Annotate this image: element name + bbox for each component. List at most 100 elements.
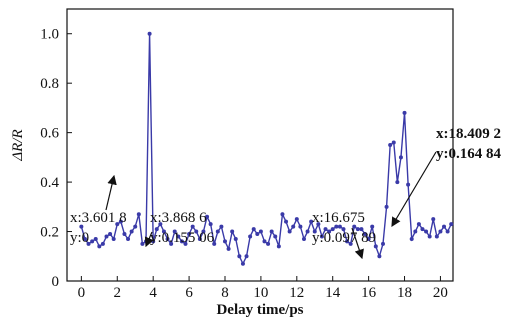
data-point <box>398 155 403 160</box>
data-point <box>445 229 450 234</box>
data-point <box>165 236 170 241</box>
data-point <box>388 143 393 147</box>
data-point <box>334 224 339 229</box>
data-point <box>330 227 335 232</box>
annotation-arrow <box>105 174 117 211</box>
data-point <box>240 261 245 266</box>
data-point <box>219 224 224 229</box>
x-tick-label: 12 <box>289 285 304 301</box>
data-point <box>391 140 396 145</box>
annotation-text: x:16.675 <box>312 210 365 226</box>
y-tick-label: 0.4 <box>40 175 59 191</box>
data-point <box>190 224 195 229</box>
annotation-arrow <box>391 151 437 228</box>
data-point <box>86 241 91 246</box>
data-point <box>176 234 181 239</box>
data-point <box>370 224 375 229</box>
x-tick-label: 8 <box>221 285 229 301</box>
data-point <box>233 236 238 241</box>
data-point <box>431 217 436 222</box>
data-point <box>301 236 306 241</box>
data-point <box>205 214 210 219</box>
data-point <box>384 204 389 209</box>
data-point <box>366 236 371 241</box>
data-point <box>255 232 260 237</box>
y-tick-label: 0.6 <box>40 126 59 142</box>
data-point <box>449 222 454 227</box>
data-point <box>154 227 159 232</box>
data-point <box>126 236 131 241</box>
data-point <box>316 222 321 227</box>
x-tick-label: 10 <box>253 285 268 301</box>
data-point <box>140 241 145 246</box>
annotation-text: x:3.601 8 <box>70 210 127 226</box>
x-tick-label: 2 <box>114 285 122 301</box>
data-point <box>222 239 227 244</box>
x-tick-label: 6 <box>185 285 193 301</box>
data-point <box>420 227 425 232</box>
data-point <box>82 236 87 241</box>
data-point <box>363 232 368 237</box>
data-point <box>248 234 253 239</box>
annotation-text: y:0 <box>70 230 89 246</box>
y-axis-label: ΔR/R <box>10 129 26 161</box>
data-point <box>208 222 213 227</box>
data-point <box>104 234 109 239</box>
data-point <box>312 229 317 234</box>
data-point <box>287 229 292 234</box>
data-point <box>97 244 102 249</box>
data-point <box>237 254 242 259</box>
data-point <box>319 234 324 239</box>
data-point <box>262 239 267 244</box>
data-point <box>147 31 152 36</box>
data-point <box>294 217 299 222</box>
data-point <box>402 110 407 115</box>
data-point <box>413 229 418 234</box>
data-point <box>251 227 256 232</box>
x-tick-label: 4 <box>149 285 157 301</box>
annotation-arrow <box>144 231 154 248</box>
data-point <box>442 224 447 229</box>
data-point <box>108 232 113 237</box>
data-point <box>273 234 278 239</box>
data-point <box>100 241 105 246</box>
data-point <box>298 224 303 229</box>
data-point <box>380 241 385 246</box>
data-point <box>337 224 342 229</box>
data-point <box>327 229 332 234</box>
x-tick-label: 18 <box>397 285 412 301</box>
data-point <box>284 219 289 224</box>
data-point <box>266 241 271 246</box>
annotation-text: x:18.409 2 <box>436 126 501 142</box>
data-point <box>215 229 220 234</box>
data-point <box>183 241 188 246</box>
data-point <box>424 229 429 234</box>
data-point <box>172 229 177 234</box>
x-tick-label: 20 <box>433 285 448 301</box>
data-point <box>373 244 378 249</box>
annotation-text: y:0.155 06 <box>150 230 215 246</box>
data-point <box>187 232 192 237</box>
data-point <box>226 246 231 251</box>
plot-frame <box>66 8 454 282</box>
x-tick-label: 14 <box>325 285 341 301</box>
data-point <box>434 234 439 239</box>
data-point <box>352 224 357 229</box>
data-point <box>355 227 360 232</box>
annotation-text: x:3.868 6 <box>150 210 207 226</box>
data-point <box>136 212 141 217</box>
data-point <box>406 182 411 187</box>
data-point <box>194 229 199 234</box>
data-point <box>212 241 217 246</box>
x-axis-label: Delay time/ps <box>216 302 303 318</box>
data-point <box>90 239 95 244</box>
data-point <box>291 224 296 229</box>
data-point <box>244 254 249 259</box>
data-point <box>169 241 174 246</box>
annotation-text: y:0.097 89 <box>312 230 376 246</box>
data-point <box>179 239 184 244</box>
data-point <box>359 227 364 232</box>
annotation-arrow <box>351 227 364 260</box>
data-point <box>201 229 206 234</box>
data-point <box>377 254 382 259</box>
